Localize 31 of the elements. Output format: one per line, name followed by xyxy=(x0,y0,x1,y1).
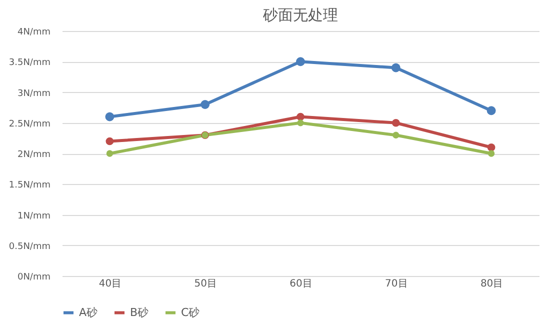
x-tick-label: 60目 xyxy=(290,278,312,290)
point xyxy=(296,112,304,121)
point xyxy=(297,120,304,126)
point xyxy=(296,57,305,66)
y-tick-label: 2.5N/mm xyxy=(8,119,50,130)
y-tick-label: 0N/mm xyxy=(17,272,50,282)
point xyxy=(392,132,400,138)
chart-title: 砂面无处理 xyxy=(262,6,338,24)
y-tick-label: 0.5N/mm xyxy=(8,242,50,252)
point xyxy=(391,63,400,72)
legend-label: C砂 xyxy=(181,306,200,319)
point xyxy=(488,150,495,157)
y-tick-label: 3N/mm xyxy=(17,88,50,99)
y-tick-label: 1.5N/mm xyxy=(8,180,50,191)
legend-label: B砂 xyxy=(130,306,149,319)
y-tick-label: 3.5N/mm xyxy=(8,58,50,68)
point xyxy=(200,100,210,109)
point xyxy=(106,137,114,146)
point xyxy=(487,143,496,152)
legend-label: A砂 xyxy=(79,306,98,319)
x-tick-label: 70目 xyxy=(385,278,408,290)
x-tick-label: 80目 xyxy=(480,278,504,290)
y-tick-label: 2N/mm xyxy=(17,150,50,160)
point xyxy=(106,150,114,157)
y-tick-label: 4N/mm xyxy=(17,28,50,38)
point xyxy=(105,112,114,122)
y-tick-label: 1N/mm xyxy=(17,211,50,222)
x-tick-label: 40目 xyxy=(98,278,122,290)
x-tick-label: 50目 xyxy=(194,278,217,290)
point xyxy=(486,106,496,116)
point xyxy=(392,118,400,127)
